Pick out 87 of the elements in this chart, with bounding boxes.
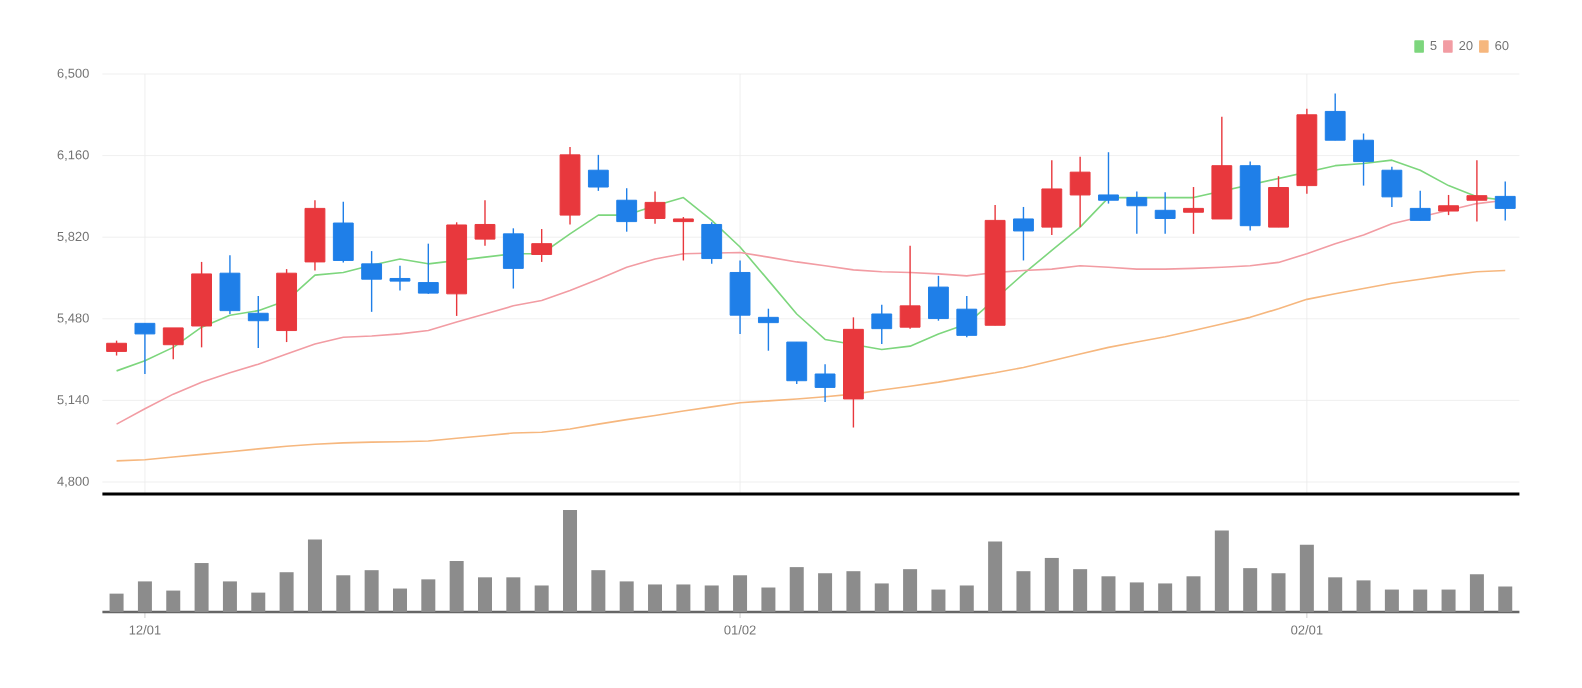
bar	[1469, 574, 1484, 612]
bar	[1214, 530, 1229, 612]
bar	[591, 570, 606, 612]
bar	[166, 590, 181, 612]
bar	[1101, 576, 1116, 612]
bar	[931, 589, 946, 612]
candlestick	[757, 308, 779, 352]
candlestick	[361, 250, 383, 313]
bar	[648, 584, 663, 612]
bar	[704, 585, 719, 612]
candlestick	[389, 265, 411, 292]
bar	[818, 573, 833, 612]
candlestick	[928, 275, 949, 322]
bar	[846, 571, 861, 612]
bar	[1271, 573, 1286, 612]
bar	[421, 579, 436, 612]
candlestick	[1154, 191, 1176, 235]
bar	[477, 577, 492, 612]
bar	[279, 572, 294, 612]
bar	[506, 577, 521, 612]
bar	[1243, 568, 1258, 612]
bar	[534, 585, 549, 612]
candlestick	[1353, 132, 1374, 187]
bar	[1044, 557, 1059, 612]
candlestick	[1438, 194, 1459, 216]
bar	[874, 583, 889, 612]
line-series	[115, 269, 1507, 462]
candlestick	[1381, 166, 1403, 208]
candlestick	[1069, 156, 1091, 228]
candlestick	[1324, 92, 1346, 141]
bar	[988, 541, 1003, 612]
bar	[1441, 589, 1456, 612]
candlestick	[1041, 159, 1063, 236]
bar	[1129, 582, 1144, 612]
candlestick	[502, 227, 524, 290]
candlestick	[644, 190, 666, 225]
bar	[392, 588, 407, 612]
bar	[1016, 571, 1031, 612]
candlestick	[701, 221, 723, 265]
candlestick	[1268, 175, 1289, 228]
bar	[1384, 589, 1399, 612]
candlestick	[1098, 151, 1119, 205]
bar	[903, 569, 918, 612]
bar	[1356, 580, 1371, 612]
candlestick	[1494, 180, 1516, 222]
candlestick	[474, 199, 496, 247]
bar	[1498, 586, 1513, 612]
candlestick	[1409, 190, 1431, 222]
bar	[194, 563, 209, 612]
candlestick	[729, 259, 751, 335]
candlestick	[134, 322, 156, 375]
bar	[109, 593, 124, 612]
candlestick	[162, 327, 184, 361]
bar	[619, 581, 634, 612]
candlestick	[332, 200, 354, 264]
candlestick	[1183, 186, 1204, 235]
bar	[1158, 583, 1173, 612]
bar	[789, 567, 804, 612]
bar	[1073, 569, 1088, 612]
bar	[959, 585, 974, 612]
bar	[449, 561, 464, 612]
candlestick	[616, 187, 638, 233]
bar	[336, 575, 351, 612]
candlestick	[531, 228, 553, 263]
candlestick	[247, 295, 269, 349]
bar	[563, 510, 578, 612]
bar	[251, 592, 266, 612]
bar	[364, 570, 379, 612]
candlestick	[899, 245, 921, 330]
candlestick	[1466, 159, 1488, 223]
bar	[222, 581, 237, 612]
candlestick	[219, 254, 241, 315]
candlestick	[786, 341, 808, 385]
candlestick	[1126, 190, 1148, 235]
candlestick	[814, 363, 836, 403]
candlestick	[871, 303, 893, 345]
bar	[1413, 589, 1428, 612]
bar	[307, 539, 322, 612]
bar	[676, 584, 691, 612]
candlestick	[956, 295, 978, 338]
candlestick	[672, 216, 694, 262]
bar	[1328, 577, 1343, 612]
bar	[1186, 576, 1201, 612]
candlestick	[587, 154, 609, 192]
candlestick	[1013, 206, 1034, 262]
candlestick	[417, 242, 439, 295]
bar	[761, 587, 776, 612]
